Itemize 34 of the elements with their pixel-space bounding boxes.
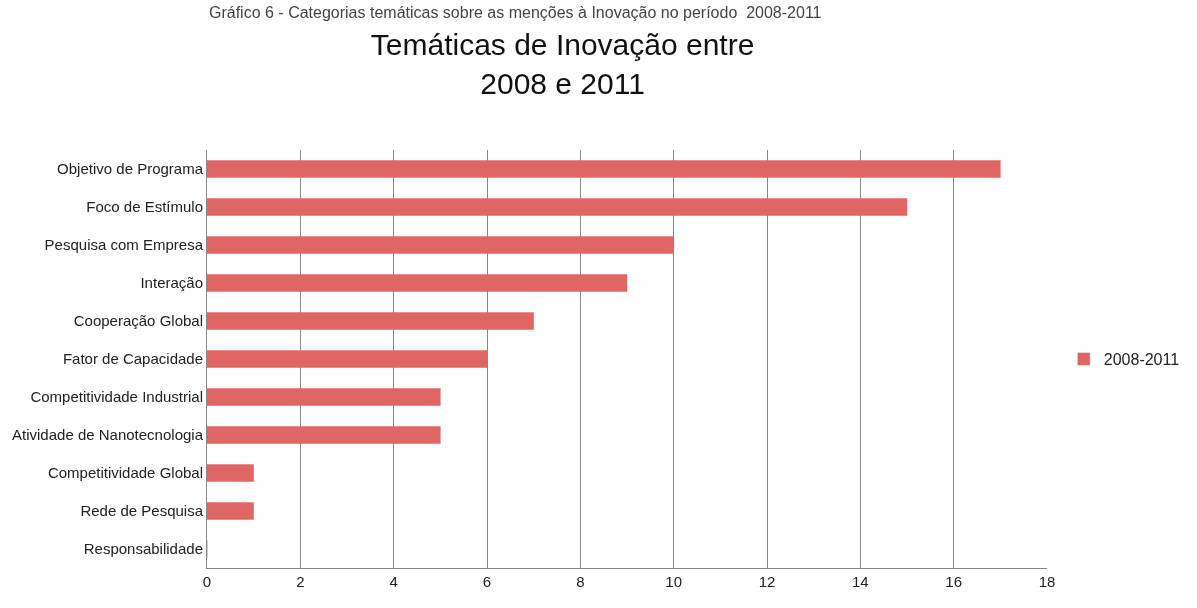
y-tick-label: Competitividade Global: [47, 464, 203, 482]
y-tick-label: Rede de Pesquisa: [80, 502, 204, 520]
x-tick-label: 4: [389, 573, 398, 590]
bar: [207, 198, 908, 216]
x-tick-label: 10: [665, 573, 683, 590]
x-tick-label: 2: [296, 573, 305, 590]
bar: [207, 236, 674, 254]
text: Gráfico 6 - Categorias temáticas sobre as menções à Inovação no período 2008-2011: [209, 4, 822, 21]
bar: [207, 350, 488, 368]
x-tick-label: 14: [851, 573, 869, 590]
y-tick-label: Cooperação Global: [73, 312, 203, 330]
y-tick-label: Competitividade Industrial: [30, 388, 203, 406]
x-tick-label: 0: [202, 573, 212, 590]
bar: [207, 312, 534, 330]
bar: [207, 388, 441, 406]
y-tick-label: Pesquisa com Empresa: [44, 236, 204, 254]
y-tick-label: Foco de Estímulo: [86, 198, 203, 216]
y-tick-label: Atividade de Nanotecnologia: [12, 426, 204, 444]
bar: [207, 464, 254, 482]
x-tick-label: 6: [482, 573, 492, 590]
y-tick-label: Interação: [140, 274, 203, 292]
x-tick-label: 8: [576, 573, 585, 590]
chart-title: Temáticas de Inovação entre 2008 e 2011: [370, 27, 755, 100]
y-tick-label: Fator de Capacidade: [62, 350, 203, 368]
y-tick-label: Responsabilidade: [83, 540, 203, 558]
legend-label: 2008-2011: [1103, 351, 1180, 369]
y-tick-label: Objetivo de Programa: [57, 160, 204, 178]
bar: [207, 160, 1001, 178]
x-tick-label: 16: [945, 573, 963, 590]
bar: [207, 426, 441, 444]
x-tick-label: 12: [758, 573, 776, 590]
x-tick-label: 18: [1038, 573, 1056, 590]
bar: [207, 274, 628, 292]
bar: [207, 502, 254, 520]
